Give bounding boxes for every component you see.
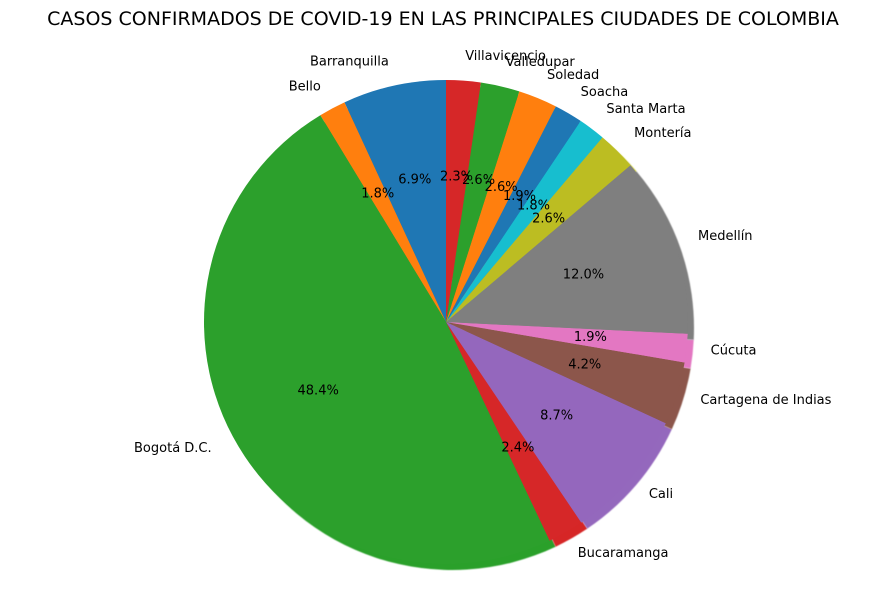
pie-slice-bogota-d-c: [203, 115, 550, 565]
slice-percent-cartagena-de-indias: 4.2%: [568, 357, 601, 372]
slice-label-cucuta: Cúcuta: [711, 343, 757, 358]
slice-percent-santa-marta: 1.8%: [517, 199, 550, 214]
slice-label-santa-marta: Santa Marta: [606, 102, 685, 117]
pie-slice-cali: [446, 322, 666, 523]
slice-label-bogota-d-c: Bogotá D.C.: [134, 441, 212, 456]
slice-percent-medellin: 12.0%: [563, 268, 604, 283]
slice-label-bucaramanga: Bucaramanga: [578, 546, 669, 561]
slice-percent-barranquilla: 6.9%: [398, 173, 431, 188]
pie-slice-bucaramanga: [446, 322, 582, 541]
slice-percent-bello: 1.8%: [361, 186, 394, 201]
slice-label-cali: Cali: [649, 487, 673, 502]
pie-slice-santa-marta: [446, 120, 603, 322]
pie-slices: [203, 80, 688, 565]
slice-percent-valledupar: 2.6%: [462, 173, 495, 188]
pie-slice-barranquilla: [344, 80, 446, 322]
pie-slice-soacha: [446, 106, 581, 322]
slice-label-villavicencio: Villavicencio: [465, 49, 546, 64]
pie-slice-medellin: [446, 165, 688, 334]
pie-slice-villavicencio: [446, 80, 481, 322]
slice-percent-cali: 8.7%: [540, 409, 573, 424]
pie-slice-cucuta: [446, 322, 688, 363]
pie-labels: Barranquilla Bello Bogotá D.C. Bucaramanga C…: [134, 49, 832, 561]
slice-label-monteria: Montería: [634, 126, 691, 141]
slice-label-barranquilla: Barranquilla: [310, 55, 389, 70]
slice-percent-monteria: 2.6%: [532, 212, 565, 227]
pie-slice-valledupar: [446, 82, 520, 322]
slice-percent-bucaramanga: 2.4%: [501, 441, 534, 456]
slice-label-valledupar: Valledupar: [506, 55, 576, 70]
slice-label-bello: Bello: [289, 80, 321, 95]
chart-title: CASOS CONFIRMADOS DE COVID-19 EN LAS PRI…: [47, 8, 839, 30]
pie-slice-soledad: [446, 91, 556, 323]
pie-slice-bello: [320, 102, 446, 322]
slice-percent-villavicencio: 2.3%: [440, 170, 473, 185]
slice-percent-bogota-d-c: 48.4%: [298, 383, 339, 398]
slice-percent-soacha: 1.9%: [503, 189, 536, 204]
slice-label-cartagena-de-indias: Cartagena de Indias: [700, 393, 831, 408]
slice-label-soledad: Soledad: [547, 68, 599, 83]
slice-percent-cucuta: 1.9%: [574, 330, 607, 345]
slice-label-medellin: Medellín: [698, 229, 753, 244]
pie-slice-cartagena-de-indias: [446, 322, 685, 424]
slice-label-soacha: Soacha: [581, 85, 629, 100]
pie-percent-labels: 6.9%1.8%48.4%2.4%8.7%4.2%1.9%12.0%2.6%1.…: [298, 170, 607, 456]
slice-percent-soledad: 2.6%: [485, 180, 518, 195]
pie-slice-monteria: [446, 137, 631, 322]
